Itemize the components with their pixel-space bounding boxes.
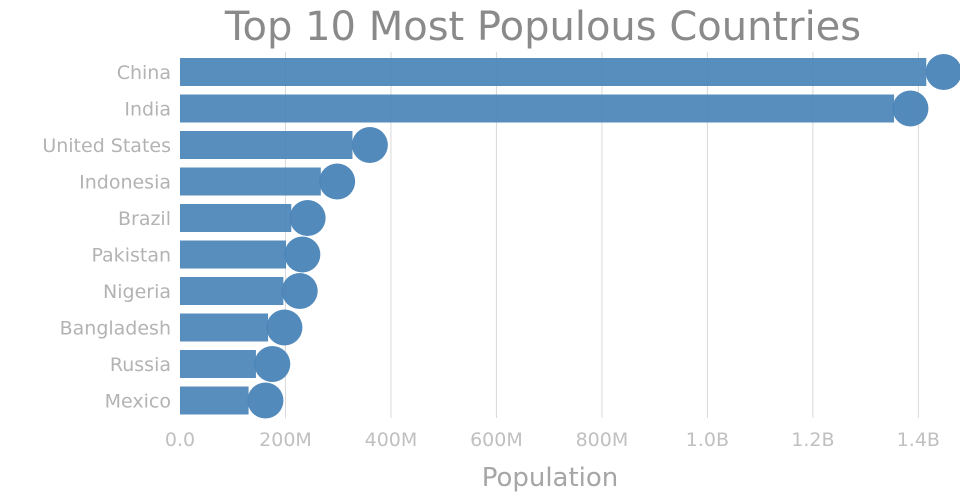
- marker-dot: [247, 382, 284, 419]
- category-label: India: [124, 99, 171, 121]
- x-tick-label: 1.2B: [791, 429, 834, 451]
- marker-dot: [266, 309, 303, 346]
- category-label: China: [117, 62, 171, 84]
- x-tick-label: 400M: [365, 429, 418, 451]
- x-tick-label: 0.0: [165, 429, 195, 451]
- category-label: Indonesia: [79, 172, 171, 194]
- marker-dot: [254, 346, 291, 382]
- category-label: Russia: [110, 354, 171, 376]
- category-label: Bangladesh: [60, 318, 171, 340]
- marker-dot: [351, 127, 388, 163]
- bar: [180, 277, 284, 305]
- category-label: Nigeria: [103, 281, 171, 303]
- bar: [180, 94, 895, 123]
- bar: [180, 386, 249, 415]
- category-label: Mexico: [105, 391, 171, 413]
- bar: [180, 240, 287, 269]
- marker-dot: [284, 236, 321, 273]
- category-label: Pakistan: [91, 245, 171, 267]
- x-tick-label: 600M: [470, 429, 523, 451]
- category-label: United States: [42, 135, 171, 157]
- bar: [180, 350, 256, 378]
- bar: [180, 167, 321, 196]
- chart-title: Top 10 Most Populous Countries: [224, 4, 861, 50]
- bar: [180, 204, 292, 232]
- marker-dot: [925, 54, 960, 90]
- bar: [180, 58, 927, 86]
- x-axis-title: Population: [482, 463, 619, 493]
- bars: [180, 58, 927, 415]
- markers: [247, 54, 960, 419]
- marker-dot: [281, 273, 318, 309]
- marker-dot: [319, 163, 356, 200]
- x-tick-label: 1.0B: [686, 429, 729, 451]
- bar: [180, 131, 353, 159]
- x-tick-label: 800M: [576, 429, 629, 451]
- marker-dot: [892, 90, 929, 127]
- category-labels: China India United States Indonesia Brazil Pa…: [42, 62, 171, 413]
- bar: [180, 313, 269, 342]
- category-label: Brazil: [118, 208, 171, 230]
- x-tick-label: 200M: [259, 429, 312, 451]
- x-tick-label: 1.4B: [897, 429, 940, 451]
- marker-dot: [289, 200, 326, 236]
- x-tick-labels: 0.0 200M 400M 600M 800M 1.0B 1.2B 1.4B: [165, 429, 940, 451]
